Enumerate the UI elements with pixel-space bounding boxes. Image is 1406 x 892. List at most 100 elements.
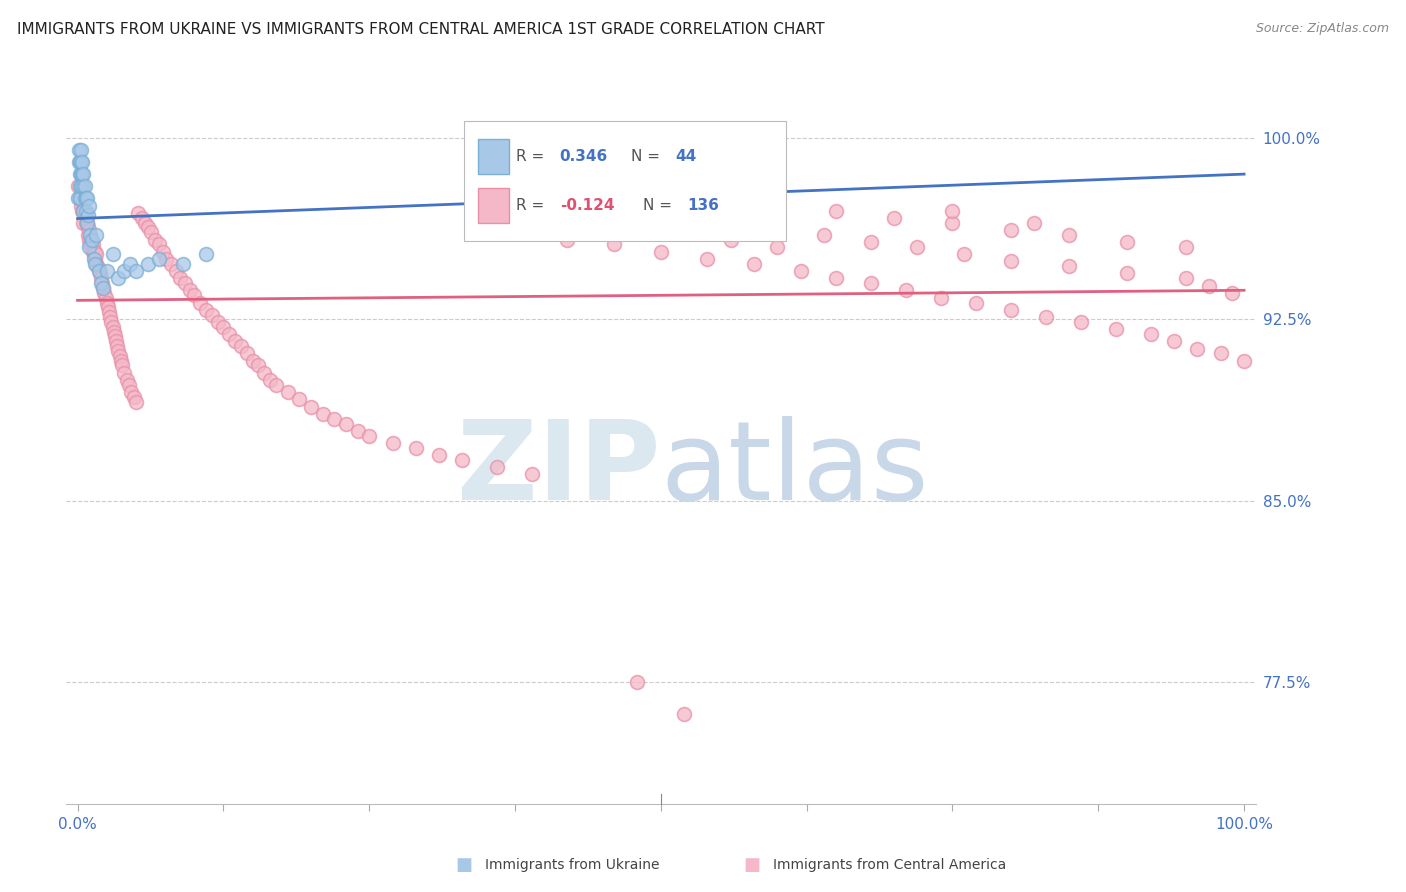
- Point: [673, 208, 696, 222]
- Point: [72, 179, 94, 194]
- Point: [67, 143, 90, 157]
- Point: [1187, 342, 1209, 356]
- Point: [1198, 278, 1220, 293]
- Point: [242, 353, 264, 368]
- Point: [76, 216, 98, 230]
- Point: [626, 675, 648, 690]
- Point: [1000, 302, 1022, 317]
- Text: Source: ZipAtlas.com: Source: ZipAtlas.com: [1256, 22, 1389, 36]
- Point: [359, 428, 381, 442]
- Point: [143, 233, 166, 247]
- Point: [299, 400, 322, 414]
- Point: [201, 308, 224, 322]
- Point: [883, 211, 905, 225]
- Point: [1209, 346, 1232, 360]
- Point: [179, 284, 201, 298]
- Point: [311, 407, 333, 421]
- Point: [77, 227, 100, 242]
- Point: [169, 271, 191, 285]
- Point: [1057, 227, 1080, 242]
- Text: IMMIGRANTS FROM UKRAINE VS IMMIGRANTS FROM CENTRAL AMERICA 1ST GRADE CORRELATION: IMMIGRANTS FROM UKRAINE VS IMMIGRANTS FR…: [17, 22, 824, 37]
- Text: 0.346: 0.346: [560, 149, 607, 163]
- Point: [83, 252, 105, 266]
- Point: [188, 295, 211, 310]
- Point: [80, 233, 103, 247]
- Point: [87, 261, 110, 276]
- Point: [79, 237, 101, 252]
- Point: [79, 227, 101, 242]
- Point: [70, 167, 93, 181]
- Point: [766, 240, 789, 254]
- Point: [790, 264, 813, 278]
- Point: [76, 191, 98, 205]
- Point: [100, 315, 122, 329]
- Text: ■: ■: [456, 856, 472, 874]
- Point: [1163, 334, 1185, 349]
- Point: [486, 460, 509, 475]
- Point: [1174, 240, 1197, 254]
- Point: [224, 334, 246, 349]
- Point: [80, 240, 103, 254]
- Point: [98, 305, 121, 319]
- Point: [69, 191, 91, 205]
- Point: [742, 257, 765, 271]
- Point: [125, 394, 148, 409]
- Point: [381, 436, 404, 450]
- Point: [73, 191, 96, 205]
- Point: [127, 206, 149, 220]
- Point: [72, 203, 94, 218]
- Point: [70, 155, 93, 169]
- Point: [77, 199, 100, 213]
- Point: [76, 216, 98, 230]
- Point: [335, 417, 357, 431]
- Point: [673, 706, 696, 721]
- Point: [118, 257, 141, 271]
- Point: [929, 291, 952, 305]
- Point: [720, 233, 742, 247]
- Point: [264, 377, 287, 392]
- Point: [77, 240, 100, 254]
- Point: [475, 167, 498, 181]
- Point: [84, 244, 107, 259]
- Text: 136: 136: [688, 198, 718, 213]
- Point: [194, 247, 217, 261]
- Point: [112, 366, 135, 380]
- Point: [323, 411, 346, 425]
- Point: [77, 208, 100, 222]
- Point: [160, 257, 183, 271]
- Point: [107, 343, 129, 358]
- Point: [603, 237, 626, 252]
- Point: [218, 326, 240, 341]
- Text: R =: R =: [516, 149, 548, 163]
- Point: [766, 220, 789, 235]
- Point: [103, 325, 125, 339]
- Point: [953, 247, 976, 261]
- Point: [70, 155, 93, 169]
- Point: [1105, 322, 1128, 336]
- Point: [1057, 259, 1080, 273]
- Point: [66, 179, 89, 194]
- Point: [707, 194, 730, 208]
- Point: [1070, 315, 1092, 329]
- Point: [69, 155, 91, 169]
- Point: [148, 252, 170, 266]
- Point: [1000, 223, 1022, 237]
- Point: [288, 392, 311, 407]
- Point: [77, 233, 100, 247]
- FancyBboxPatch shape: [478, 188, 509, 223]
- Text: -0.124: -0.124: [560, 198, 614, 213]
- Point: [97, 301, 120, 315]
- Text: R =: R =: [516, 198, 548, 213]
- Point: [1139, 326, 1161, 341]
- Point: [626, 203, 648, 218]
- Text: 44: 44: [675, 149, 696, 163]
- Point: [557, 233, 579, 247]
- Point: [131, 211, 153, 225]
- Point: [1000, 254, 1022, 268]
- Point: [91, 276, 114, 290]
- Point: [1233, 353, 1256, 368]
- Point: [183, 288, 205, 302]
- Point: [152, 244, 174, 259]
- Point: [212, 319, 235, 334]
- Point: [148, 237, 170, 252]
